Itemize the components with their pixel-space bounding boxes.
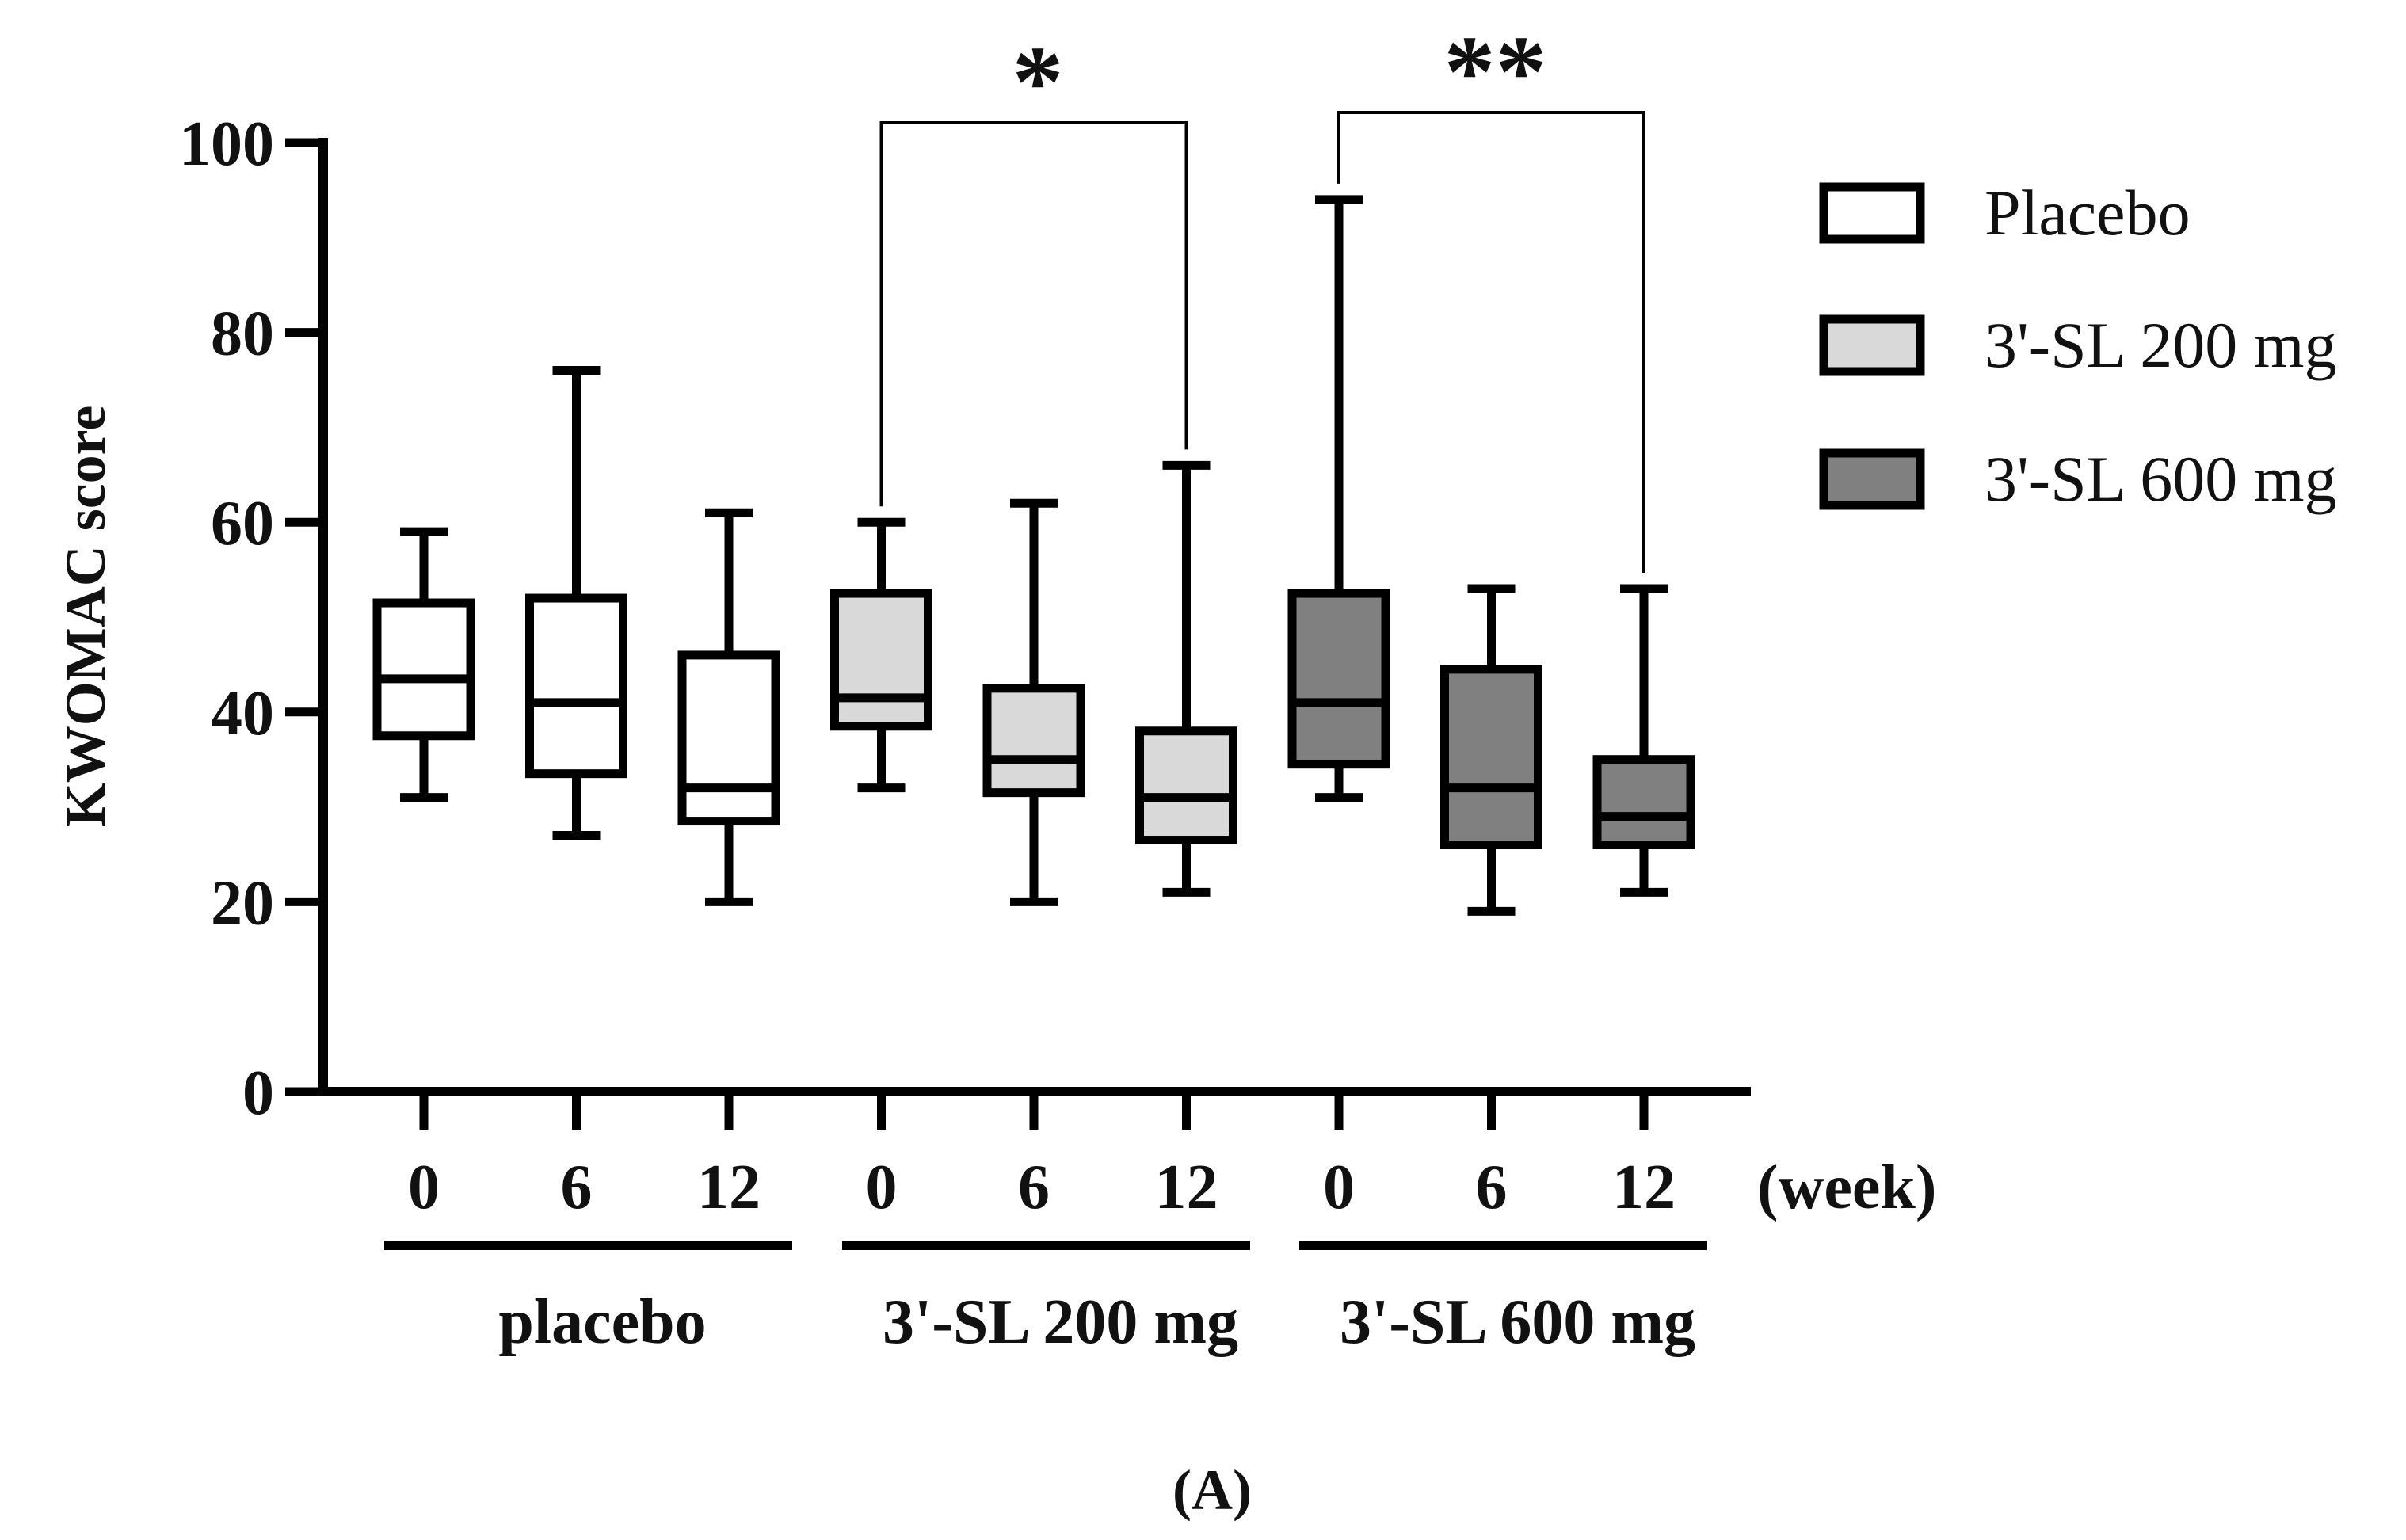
group-label-3-sl-200-mg: 3'-SL 200 mg [883, 1287, 1238, 1357]
y-tick-label-80: 80 [211, 299, 274, 369]
box-3-sl-200-mg-week-12-iqr [1135, 726, 1237, 845]
legend-label-3-sl-600-mg: 3'-SL 600 mg [1985, 443, 2337, 515]
legend-label-3-sl-200-mg: 3'-SL 200 mg [1985, 309, 2337, 381]
x-tick-label-3-sl-200-mg-6: 6 [1018, 1153, 1050, 1222]
box-3-sl-200-mg-week-12 [1135, 460, 1237, 897]
y-tick-label-0: 0 [242, 1058, 274, 1128]
box-3-sl-600-mg-week-12 [1592, 584, 1695, 897]
y-tick-label-40: 40 [211, 679, 274, 749]
box-3-sl-600-mg-week-0 [1287, 195, 1390, 802]
box-3-sl-200-mg-week-0 [830, 517, 932, 793]
x-tick-label-3-sl-600-mg-12: 12 [1612, 1153, 1676, 1222]
box-3-sl-600-mg-week-6 [1440, 584, 1542, 916]
significance-3-sl-600-mg-star-label: ** [1444, 15, 1547, 129]
y-tick-label-100: 100 [179, 109, 274, 179]
legend-swatch-placebo [1819, 182, 1925, 244]
significance-3-sl-200-mg-star-label: * [1012, 25, 1064, 139]
box-placebo-week-12 [677, 508, 780, 906]
x-unit-label: (week) [1757, 1153, 1937, 1222]
box-placebo-week-6-iqr [525, 593, 627, 779]
box-3-sl-600-mg-week-12-iqr [1592, 755, 1695, 850]
box-placebo-week-0-iqr [372, 598, 475, 741]
group-label-placebo: placebo [498, 1287, 706, 1357]
panel-label: (A) [1172, 1458, 1252, 1522]
x-tick-label-3-sl-200-mg-12: 12 [1155, 1153, 1218, 1222]
x-tick-label-placebo-0: 0 [408, 1153, 440, 1222]
significance-3-sl-600-mg-bracket [1337, 111, 1645, 574]
x-tick-label-3-sl-600-mg-6: 6 [1476, 1153, 1508, 1222]
box-3-sl-200-mg-week-6-iqr [982, 684, 1085, 798]
box-3-sl-600-mg-week-6-iqr [1440, 665, 1542, 850]
box-3-sl-200-mg-week-6 [982, 498, 1085, 906]
y-tick-label-20: 20 [211, 868, 274, 938]
legend-label-placebo: Placebo [1985, 177, 2191, 249]
x-tick-label-placebo-6: 6 [561, 1153, 593, 1222]
box-3-sl-200-mg-week-0-iqr [830, 589, 932, 731]
y-axis-title: KWOMAC score [54, 406, 117, 828]
y-tick-label-60: 60 [211, 489, 274, 558]
legend-swatch-3-sl-200-mg [1819, 314, 1925, 376]
x-tick-label-3-sl-600-mg-0: 0 [1323, 1153, 1355, 1222]
box-3-sl-600-mg-week-0-iqr [1287, 589, 1390, 769]
group-label-3-sl-600-mg: 3'-SL 600 mg [1340, 1287, 1695, 1357]
significance-3-sl-200-mg-bracket [879, 121, 1188, 507]
legend-swatch-3-sl-600-mg [1819, 448, 1925, 510]
box-placebo-week-12-iqr [677, 650, 780, 826]
x-tick-label-3-sl-200-mg-0: 0 [866, 1153, 898, 1222]
box-placebo-week-0 [372, 527, 475, 802]
x-tick-label-placebo-12: 12 [697, 1153, 761, 1222]
box-placebo-week-6 [525, 366, 627, 841]
